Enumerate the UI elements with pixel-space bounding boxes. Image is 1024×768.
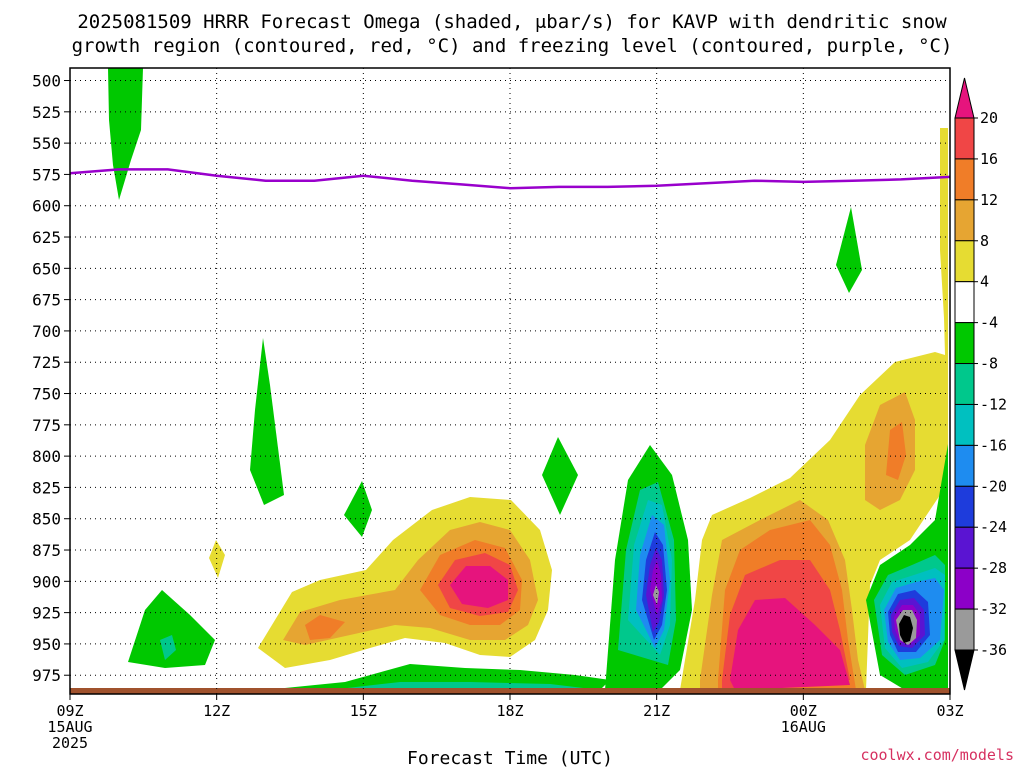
colorbar-swatch: [954, 608, 975, 651]
y-tick-label: 800: [32, 447, 61, 466]
omega-region-green-2: [250, 338, 284, 505]
y-tick-label: 650: [32, 259, 61, 278]
y-tick-label: 875: [32, 541, 61, 560]
colorbar-label: -24: [980, 518, 1007, 536]
colorbar-label: -4: [980, 314, 998, 332]
credit-text: coolwx.com/models: [860, 746, 1014, 764]
omega-shading: [70, 68, 950, 694]
omega-region-orange-dark-4: [886, 422, 906, 480]
omega-region-green-5: [836, 207, 862, 293]
colorbar-label: -12: [980, 395, 1007, 413]
colorbar-label: -36: [980, 641, 1007, 659]
omega-region-teal-1: [160, 635, 176, 660]
y-tick-label: 550: [32, 134, 61, 153]
colorbar-swatch: [954, 444, 975, 487]
y-tick-label: 750: [32, 385, 61, 404]
colorbar-bottom-arrow: [954, 649, 975, 691]
colorbar-label: 12: [980, 191, 998, 209]
x-tick-label: 18Z: [496, 702, 523, 720]
y-tick-label: 775: [32, 416, 61, 435]
colorbar-label: 16: [980, 150, 998, 168]
y-tick-label: 725: [32, 353, 61, 372]
x-tick-label: 16AUG: [781, 718, 826, 736]
colorbar-label: -16: [980, 436, 1007, 454]
colorbar-label: 8: [980, 232, 989, 250]
colorbar-label: -28: [980, 559, 1007, 577]
colorbar-swatch: [954, 199, 975, 242]
omega-region-black-1: [899, 615, 913, 643]
y-axis-ticks: 500 525 550 575 600 625 650 675 700 725 750 775 800 8…: [32, 72, 70, 685]
omega-region-magenta-1: [450, 566, 508, 608]
y-tick-label: 500: [32, 72, 61, 91]
x-axis-label: Forecast Time (UTC): [407, 748, 613, 768]
terrain-band: [70, 688, 950, 694]
colorbar-label: 4: [980, 273, 989, 291]
colorbar-swatch: [954, 567, 975, 610]
y-tick-label: 675: [32, 291, 61, 310]
colorbar-swatch: [954, 363, 975, 405]
colorbar-label: -32: [980, 600, 1007, 618]
y-tick-label: 950: [32, 635, 61, 654]
colorbar-top-arrow: [954, 77, 975, 119]
y-tick-label: 525: [32, 103, 61, 122]
omega-region-green-6: [128, 590, 215, 668]
x-tick-label: 00Z: [790, 702, 817, 720]
colorbar-swatch: [954, 526, 975, 569]
x-tick-label: 15AUG: [47, 718, 92, 736]
y-tick-label: 975: [32, 666, 61, 685]
colorbar-swatch: [954, 403, 975, 446]
colorbar-swatch: [954, 240, 975, 283]
y-tick-label: 600: [32, 197, 61, 216]
x-tick-label: 09Z: [56, 702, 83, 720]
y-tick-label: 850: [32, 510, 61, 529]
colorbar: 20 16 12 8 4 -4 -8 -12 -16 -20 -24 -28 -32 -36: [954, 77, 1007, 691]
chart-title-line-2: growth region (contoured, red, °C) and f…: [72, 35, 953, 57]
x-tick-label: 12Z: [203, 702, 230, 720]
omega-region-gray-1: [653, 585, 659, 605]
colorbar-label: 20: [980, 109, 998, 127]
grid-lines: [70, 68, 950, 694]
x-tick-label: 15Z: [350, 702, 377, 720]
colorbar-label: -8: [980, 355, 998, 373]
y-tick-label: 900: [32, 572, 61, 591]
chart-title-line-1: 2025081509 HRRR Forecast Omega (shaded, …: [77, 11, 947, 33]
x-tick-label: 21Z: [643, 702, 670, 720]
omega-region-orange-dark-1: [305, 615, 345, 640]
omega-region-green-3: [344, 481, 372, 537]
y-tick-label: 575: [32, 165, 61, 184]
y-tick-label: 625: [32, 228, 61, 247]
x-tick-label: 2025: [52, 734, 88, 752]
colorbar-swatch: [954, 117, 975, 160]
x-tick-label: 03Z: [936, 702, 963, 720]
colorbar-swatch: [954, 281, 975, 324]
omega-region-green-1: [108, 68, 143, 200]
y-tick-label: 825: [32, 478, 61, 497]
colorbar-swatch: [954, 158, 975, 201]
freezing-level-line: [69, 168, 951, 190]
colorbar-swatch: [954, 322, 975, 365]
y-tick-label: 700: [32, 322, 61, 341]
colorbar-swatch: [954, 485, 975, 528]
y-tick-label: 925: [32, 604, 61, 623]
colorbar-label: -20: [980, 477, 1007, 495]
